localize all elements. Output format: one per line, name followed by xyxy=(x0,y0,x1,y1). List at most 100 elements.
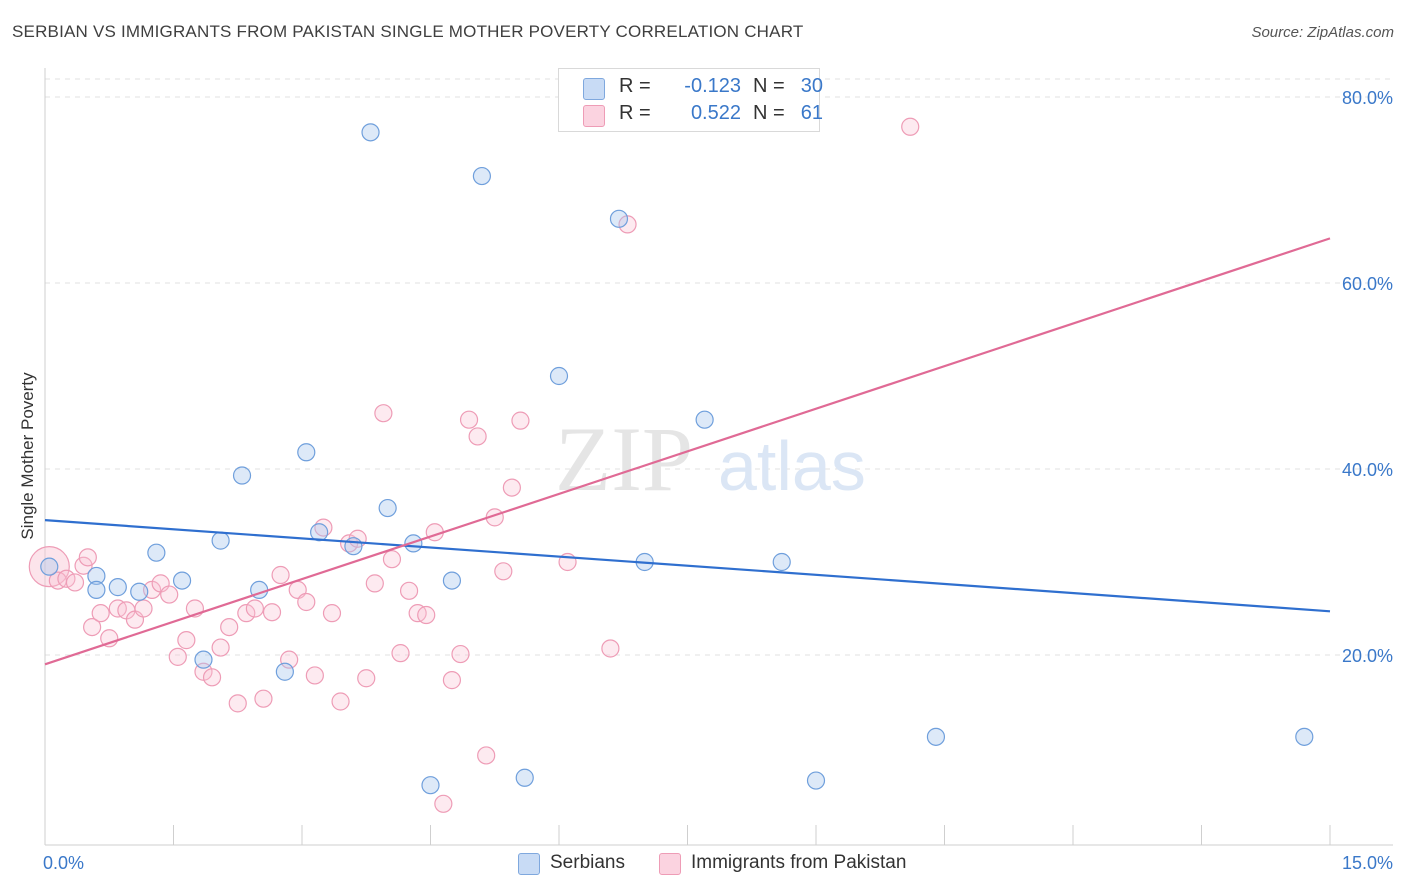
serbians-point xyxy=(211,531,230,550)
serbians-point xyxy=(344,537,363,556)
pakistan-point xyxy=(245,599,264,618)
pakistan-point xyxy=(391,644,410,663)
legend-r-label: R = xyxy=(619,102,651,124)
legend-n-label: N = xyxy=(753,75,785,97)
serbians-point xyxy=(378,498,397,518)
serbians-point xyxy=(442,571,462,590)
serbians-point xyxy=(609,209,629,228)
serbians-point xyxy=(1295,727,1314,746)
y-tick-label: 20.0% xyxy=(1342,646,1393,666)
pakistan-point xyxy=(477,746,496,765)
serbians-trend-line xyxy=(44,519,1331,613)
pakistan-point xyxy=(83,617,102,637)
serbians-point xyxy=(87,580,106,600)
x-tick-labels: 0.0% 15.0% xyxy=(43,853,1393,873)
pakistan-point xyxy=(374,404,393,423)
pakistan-trend-line xyxy=(44,237,1331,666)
pakistan-point xyxy=(74,556,93,575)
pakistan-point xyxy=(451,644,470,664)
serbians-point xyxy=(695,410,714,429)
legend-swatch-pakistan xyxy=(583,105,605,127)
axes xyxy=(44,68,1393,846)
pakistan-point xyxy=(211,638,230,657)
pakistan-point xyxy=(468,427,487,446)
pakistan-point xyxy=(220,617,239,637)
pakistan-point xyxy=(228,694,247,713)
pakistan-point xyxy=(134,599,153,618)
y-tick-label: 80.0% xyxy=(1342,88,1393,108)
serbians-point xyxy=(421,776,440,795)
serbians-point xyxy=(87,566,106,586)
legend-r-value: 0.522 xyxy=(690,102,741,124)
correlation-legend: R = -0.123 N = 30 R = 0.522 N = 61 xyxy=(558,68,823,132)
pakistan-point xyxy=(399,581,419,600)
y-axis-label: Single Mother Poverty xyxy=(18,372,37,540)
pakistan-point xyxy=(160,585,179,604)
serbians-point xyxy=(772,552,791,572)
bottom-legend-label: Immigrants from Pakistan xyxy=(691,852,907,873)
trend-lines xyxy=(44,237,1331,666)
bottom-legend-swatch-pakistan xyxy=(659,853,681,875)
serbians-point xyxy=(194,650,213,669)
y-tick-label: 60.0% xyxy=(1342,274,1393,294)
pakistan-point xyxy=(331,692,350,711)
pakistan-point xyxy=(357,669,376,688)
watermark-atlas: atlas xyxy=(718,427,866,505)
serbians-point xyxy=(361,123,380,142)
pakistan-point xyxy=(168,647,187,666)
pakistan-point xyxy=(417,605,436,625)
serbians-point xyxy=(310,523,329,542)
pakistan-point xyxy=(297,592,316,612)
pakistan-point xyxy=(271,565,290,585)
pakistan-point xyxy=(91,604,110,623)
serbians-point xyxy=(549,366,569,386)
serbians-points xyxy=(40,123,1314,795)
serbians-point xyxy=(297,443,316,462)
pakistan-point xyxy=(459,410,479,429)
bottom-legend-label: Serbians xyxy=(550,852,625,873)
bottom-legend-swatch-serbians xyxy=(518,853,540,875)
legend-n-value: 61 xyxy=(800,102,823,124)
x-tick-label: 15.0% xyxy=(1342,853,1393,873)
legend-r-value: -0.123 xyxy=(684,75,741,97)
serbians-point xyxy=(40,557,59,576)
chart-title: SERBIAN VS IMMIGRANTS FROM PAKISTAN SING… xyxy=(12,22,804,41)
legend-swatch-serbians xyxy=(583,78,605,100)
pakistan-point xyxy=(365,574,384,593)
pakistan-point xyxy=(254,689,273,708)
pakistan-point xyxy=(237,604,256,623)
legend-n-value: 30 xyxy=(800,75,823,97)
pakistan-point xyxy=(262,603,282,622)
pakistan-point xyxy=(502,478,521,497)
serbians-point xyxy=(472,166,491,186)
pakistan-point xyxy=(511,411,530,430)
serbians-point xyxy=(130,582,149,601)
pakistan-point xyxy=(177,631,196,650)
serbians-point xyxy=(275,662,294,681)
pakistan-point xyxy=(494,562,513,581)
pakistan-point xyxy=(65,573,85,592)
pakistan-point xyxy=(280,650,299,669)
source-label: Source: ZipAtlas.com xyxy=(1251,24,1394,41)
pakistan-point xyxy=(382,550,402,569)
serbians-point xyxy=(926,727,946,746)
pakistan-point xyxy=(28,546,70,588)
pakistan-point xyxy=(442,671,462,690)
y-tick-label: 40.0% xyxy=(1342,460,1393,480)
pakistan-point xyxy=(322,604,342,623)
pakistan-point xyxy=(601,639,620,658)
serbians-point xyxy=(147,543,166,562)
serbians-point xyxy=(515,768,534,787)
pakistan-point xyxy=(78,548,97,567)
y-tick-labels: 20.0% 40.0% 60.0% 80.0% xyxy=(1342,88,1393,666)
x-tick-label: 0.0% xyxy=(43,853,84,873)
serbians-point xyxy=(172,571,192,590)
serbians-point xyxy=(232,466,252,485)
serbians-point xyxy=(108,578,127,597)
pakistan-points xyxy=(28,117,920,813)
legend-n-label: N = xyxy=(753,102,785,124)
pakistan-point xyxy=(305,666,324,685)
legend-r-label: R = xyxy=(619,75,651,97)
serbians-point xyxy=(806,771,826,790)
